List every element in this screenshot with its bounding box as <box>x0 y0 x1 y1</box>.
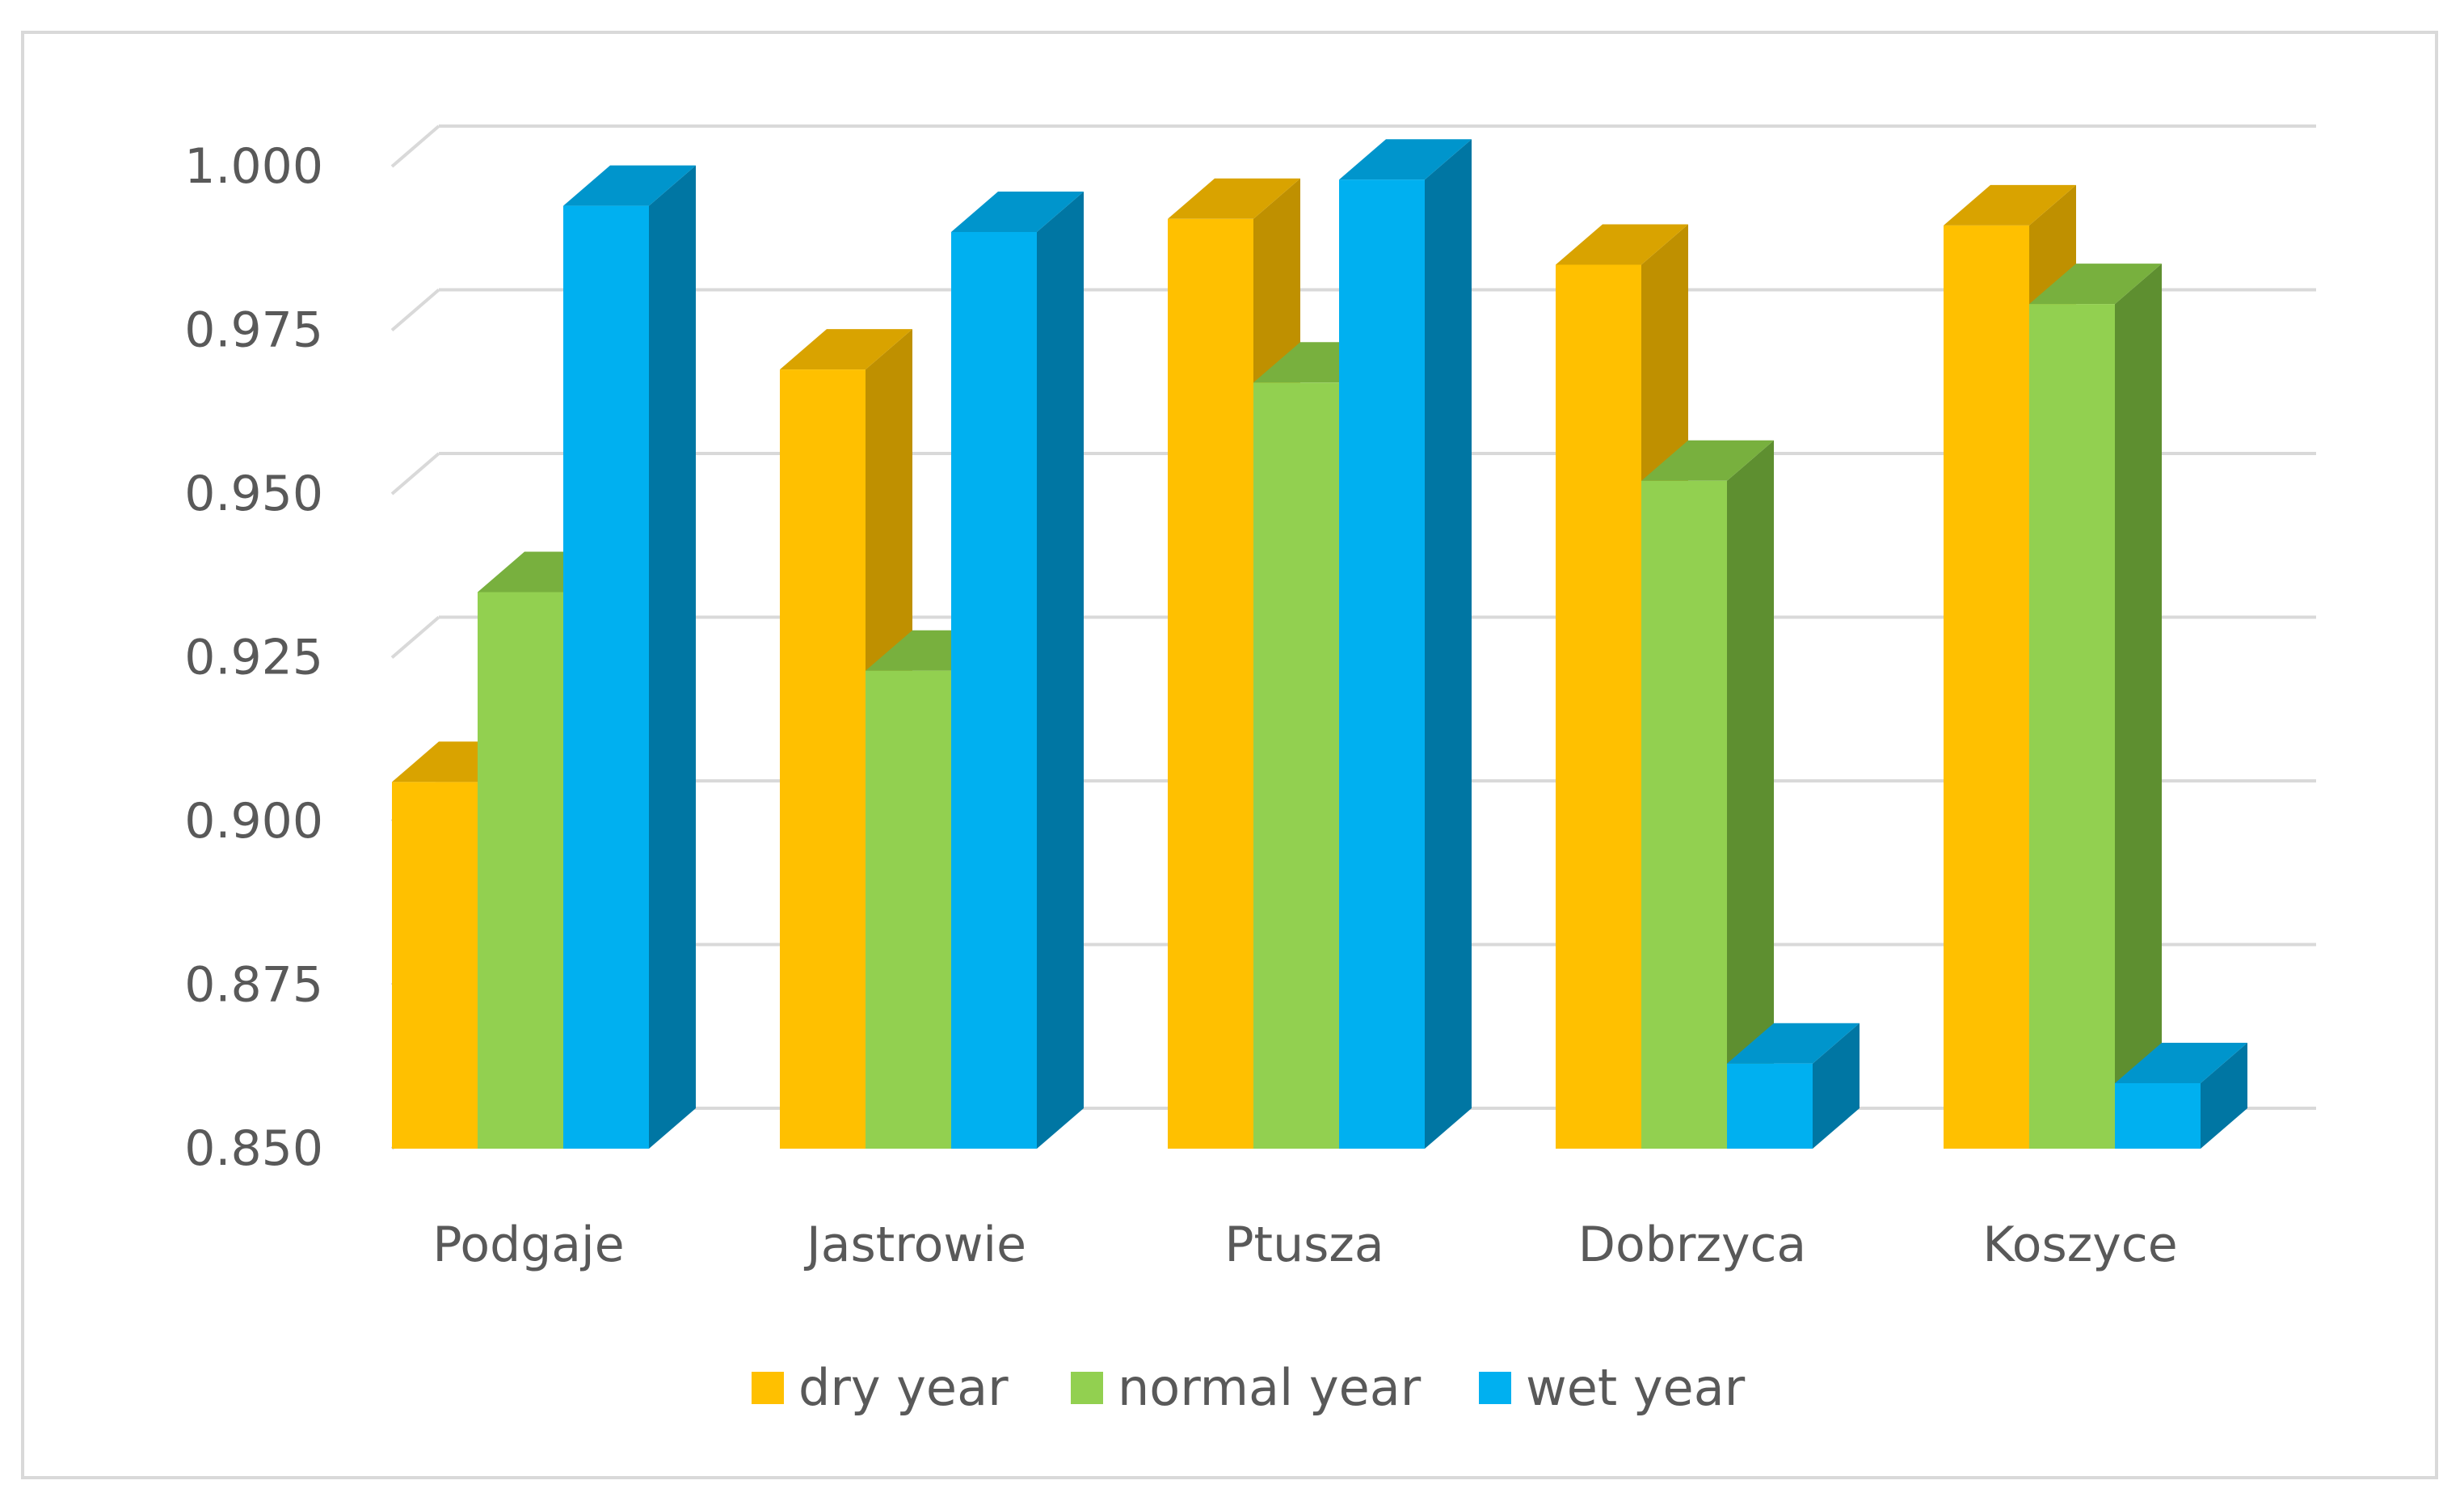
bar <box>2115 1043 2247 1149</box>
bar-top <box>1168 178 1300 219</box>
bar-top <box>1556 224 1688 265</box>
gridline-depth <box>390 124 440 168</box>
bar-front <box>1641 480 1727 1149</box>
legend-label: normal year <box>1118 1358 1422 1417</box>
bar-front <box>1253 382 1339 1149</box>
bar-front <box>478 592 563 1149</box>
bar-top <box>951 192 1084 232</box>
bar-top <box>1339 139 1472 180</box>
bar <box>1641 440 1774 1149</box>
bar-front <box>866 670 951 1149</box>
y-tick-label: 0.850 <box>184 1120 323 1177</box>
bar-side <box>649 165 696 1149</box>
legend-label: wet year <box>1526 1358 1746 1417</box>
bar <box>1339 139 1472 1149</box>
category-label: Podgaje <box>432 1217 624 1273</box>
bar-side <box>2115 264 2162 1149</box>
bar-front <box>1727 1063 1813 1149</box>
bar-top <box>1641 440 1774 481</box>
category-label: Ptusza <box>1224 1217 1384 1273</box>
legend-label: dry year <box>798 1358 1009 1417</box>
bar-side <box>1425 139 1472 1149</box>
bar-front <box>1944 225 2029 1149</box>
bar-side <box>2201 1043 2247 1149</box>
y-tick-label: 1.000 <box>184 138 323 195</box>
legend-swatch <box>1071 1372 1103 1404</box>
bar-front <box>1339 179 1425 1149</box>
bar <box>951 192 1084 1149</box>
category-label: Dobrzyca <box>1578 1217 1806 1273</box>
legend: dry year normal year wet year <box>752 1358 1746 1417</box>
bar <box>1727 1023 1860 1149</box>
y-tick-label: 0.925 <box>184 630 323 686</box>
bar-front <box>2029 304 2115 1149</box>
y-tick-label: 0.875 <box>184 957 323 1014</box>
bar-top <box>2115 1043 2247 1083</box>
y-tick-label: 0.975 <box>184 302 323 359</box>
bar-front <box>563 205 649 1149</box>
y-tick-label: 0.950 <box>184 466 323 522</box>
bar-side <box>1727 440 1774 1149</box>
bar-front <box>1556 264 1641 1149</box>
bar-front <box>392 782 478 1149</box>
bar-front <box>780 369 866 1149</box>
bar-front <box>951 232 1037 1149</box>
gridline-depth <box>390 288 440 332</box>
y-tick-label: 0.900 <box>184 793 323 850</box>
bar-top <box>780 329 912 370</box>
gridline-depth <box>390 615 440 660</box>
bar-top <box>1727 1023 1860 1064</box>
category-label: Jastrowie <box>803 1217 1026 1273</box>
gridline-depth <box>390 452 440 496</box>
bar-front <box>1168 218 1253 1149</box>
bar <box>2029 264 2162 1149</box>
legend-swatch <box>1479 1372 1511 1404</box>
bars <box>392 139 2247 1149</box>
x-axis: Podgaje Jastrowie Ptusza Dobrzyca Koszyc… <box>432 1217 2177 1273</box>
bar-side <box>1037 192 1084 1149</box>
bar-front <box>2115 1083 2201 1149</box>
bar-top <box>2029 264 2162 305</box>
y-axis: 0.850 0.875 0.900 0.925 0.950 0.975 1.00… <box>184 138 323 1177</box>
bar-side <box>1813 1023 1860 1149</box>
bar-top <box>563 165 696 206</box>
legend-swatch <box>752 1372 784 1404</box>
bar-top <box>1944 184 2076 226</box>
category-label: Koszyce <box>1982 1217 2177 1273</box>
bar <box>563 165 696 1149</box>
